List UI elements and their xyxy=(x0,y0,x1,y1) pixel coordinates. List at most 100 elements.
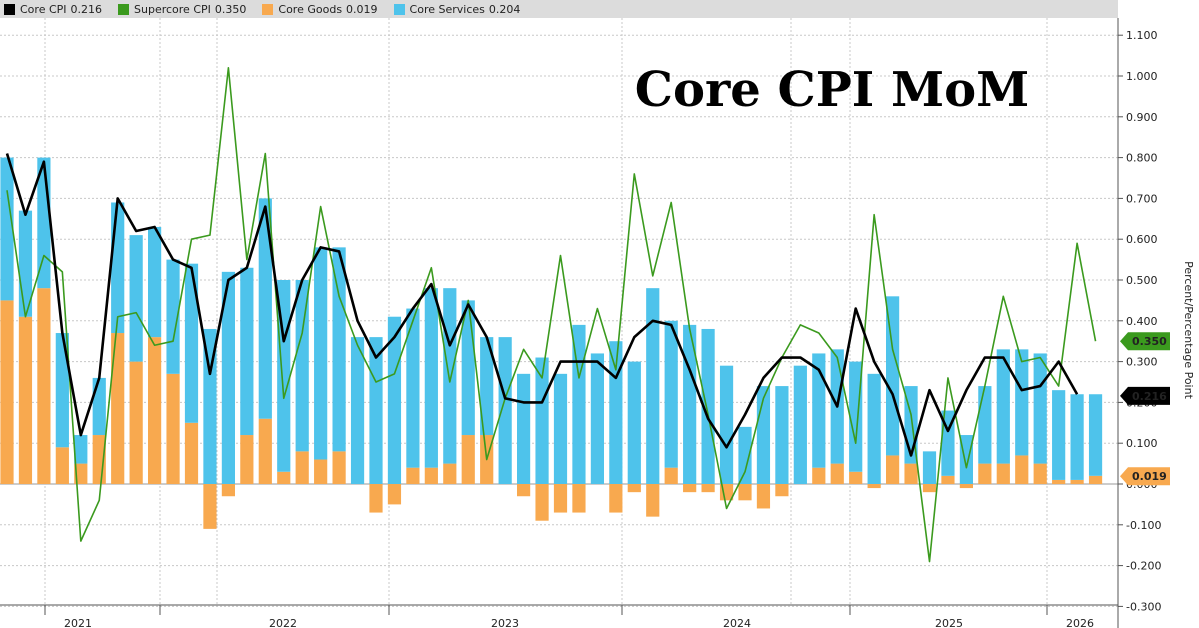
badge-core-bg xyxy=(1120,386,1170,405)
bar-core-services xyxy=(664,320,678,468)
legend-item[interactable]: Core Services 0.204 xyxy=(393,2,521,16)
badge-goods-bg xyxy=(1120,467,1170,486)
bar-core-services xyxy=(295,280,309,452)
line-core-cpi xyxy=(5,153,1079,457)
bar-core-services xyxy=(812,353,826,468)
x-year-label: 2024 xyxy=(723,617,751,628)
y-tick-label: 0.300 xyxy=(1126,356,1158,369)
bar-core-goods xyxy=(646,484,660,517)
badge-goods-label: 0.019 xyxy=(1132,470,1167,483)
bar-core-goods xyxy=(37,288,51,484)
legend-label: Core Goods xyxy=(278,2,343,16)
bar-core-goods xyxy=(959,484,973,489)
bar-core-goods xyxy=(332,451,346,484)
lines xyxy=(5,67,1097,563)
x-year-label: 2025 xyxy=(935,617,963,628)
bar-core-services xyxy=(535,357,549,484)
bar-core-services xyxy=(1088,394,1103,476)
bar-core-services xyxy=(609,341,623,484)
x-year-label: 2022 xyxy=(269,617,297,628)
bar-core-services xyxy=(775,386,789,484)
bar-core-services xyxy=(221,271,235,484)
bar-core-goods xyxy=(0,300,14,484)
bar-core-services xyxy=(738,426,752,484)
legend-value: 0.216 xyxy=(70,2,103,16)
y-tick-label: -0.200 xyxy=(1126,560,1161,573)
bar-core-goods xyxy=(886,455,900,484)
bar-core-goods xyxy=(221,484,235,497)
bar-core-goods xyxy=(203,484,217,529)
bar-core-services xyxy=(74,435,88,464)
y-tick-label: 0.700 xyxy=(1126,192,1158,205)
bar-core-services xyxy=(129,235,143,362)
bar-core-services xyxy=(1070,394,1084,480)
bar-core-services xyxy=(92,377,106,436)
bar-core-goods xyxy=(701,484,715,493)
bar-core-services xyxy=(350,337,365,484)
bar-core-goods xyxy=(55,447,69,484)
bar-core-goods xyxy=(553,484,568,513)
bar-core-services xyxy=(498,337,512,484)
bar-core-services xyxy=(240,267,254,436)
legend-label: Supercore CPI xyxy=(134,2,211,16)
bar-core-goods xyxy=(867,484,881,489)
bar-core-goods xyxy=(240,435,254,484)
bar-core-goods xyxy=(1033,463,1047,484)
bar-core-services xyxy=(590,353,604,484)
bar-core-goods xyxy=(111,333,125,484)
bar-core-goods xyxy=(978,463,992,484)
bar-core-goods xyxy=(941,475,955,484)
legend-item[interactable]: Core Goods 0.019 xyxy=(262,2,378,16)
value-badges: 0.350 0.216 0.019 xyxy=(1120,332,1170,486)
bar-core-goods xyxy=(1070,479,1084,484)
legend-swatch xyxy=(4,3,15,15)
bar-core-services xyxy=(646,288,660,484)
badge-supercore-bg xyxy=(1120,332,1170,351)
bar-core-services xyxy=(922,451,937,484)
badge-core-label: 0.216 xyxy=(1132,390,1167,403)
bar-core-goods xyxy=(922,484,937,493)
x-year-label: 2021 xyxy=(64,617,92,628)
bar-core-services xyxy=(55,333,69,448)
bar-core-goods xyxy=(295,451,309,484)
bar-core-services xyxy=(443,288,457,464)
y-axis-label: Percent/Percentage Point xyxy=(1182,261,1195,399)
bar-core-services xyxy=(387,316,402,484)
bar-core-services xyxy=(701,328,715,484)
bar-core-goods xyxy=(1088,475,1103,484)
bar-core-goods xyxy=(849,471,863,484)
legend-bar: Core CPI 0.216 Supercore CPI 0.350 Core Good… xyxy=(0,0,1118,18)
legend-value: 0.204 xyxy=(488,2,521,16)
bar-core-services xyxy=(553,373,568,484)
x-year-label: 2026 xyxy=(1066,617,1094,628)
chart-title: Core CPI MoM xyxy=(635,62,1030,118)
bar-core-services xyxy=(203,328,217,484)
bar-core-services xyxy=(406,308,420,468)
legend-label: Core Services xyxy=(409,2,485,16)
bar-core-services xyxy=(0,157,14,301)
bar-core-goods xyxy=(74,463,88,484)
y-tick-label: 0.800 xyxy=(1126,152,1158,165)
bar-core-services xyxy=(849,361,863,472)
bar-core-goods xyxy=(387,484,402,505)
legend-swatch xyxy=(118,3,130,15)
legend-item[interactable]: Core CPI 0.216 xyxy=(4,3,102,16)
badge-supercore: 0.350 xyxy=(1120,332,1170,351)
y-tick-label: 1.100 xyxy=(1126,29,1158,42)
y-tick-label: 0.900 xyxy=(1126,111,1158,124)
bars xyxy=(0,157,1103,529)
bar-core-goods xyxy=(904,463,918,484)
y-tick-label: -0.100 xyxy=(1126,519,1161,532)
bar-core-goods xyxy=(369,484,383,513)
legend-swatch xyxy=(262,3,274,15)
bar-core-goods xyxy=(812,467,826,484)
bar-core-goods xyxy=(683,484,697,493)
bar-core-services xyxy=(719,365,734,484)
legend-item[interactable]: Supercore CPI 0.350 xyxy=(118,3,246,16)
bar-core-goods xyxy=(996,463,1010,484)
bar-core-services xyxy=(867,373,881,484)
legend-swatch xyxy=(393,3,405,15)
y-tick-label: -0.300 xyxy=(1126,600,1161,613)
legend-value: 0.350 xyxy=(214,2,247,16)
line-supercore-cpi xyxy=(6,67,1097,563)
